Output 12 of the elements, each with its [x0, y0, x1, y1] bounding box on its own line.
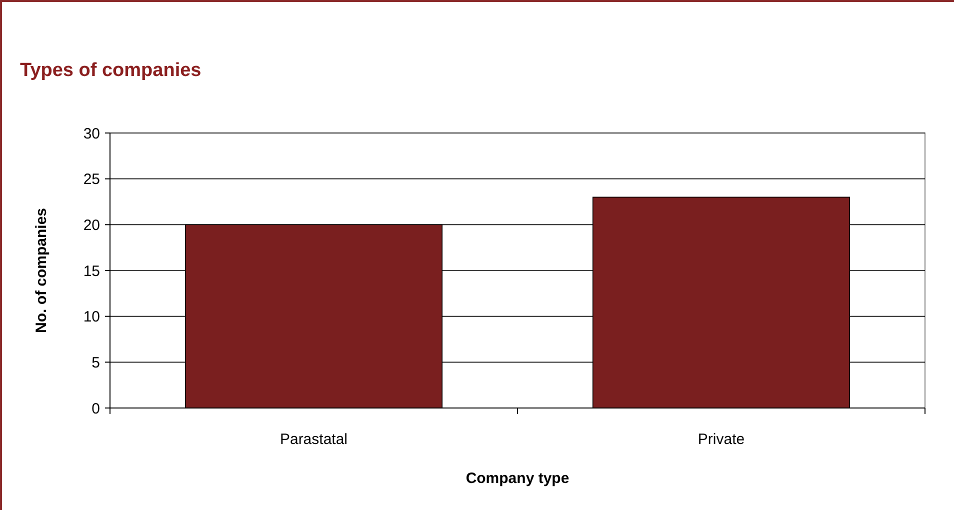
y-tick-label: 30 — [83, 125, 100, 142]
y-tick-label: 15 — [83, 262, 100, 280]
y-tick-label: 25 — [83, 171, 100, 188]
y-tick-label: 0 — [92, 400, 100, 418]
y-tick-label: 10 — [83, 308, 100, 326]
chart-title: Types of companies — [20, 60, 202, 81]
x-tick-label: Private — [698, 431, 745, 448]
x-axis-title: Company type — [466, 470, 570, 487]
y-axis-title: No. of companies — [33, 208, 50, 334]
x-tick-label: Parastatal — [280, 431, 348, 448]
y-tick-label: 20 — [83, 216, 100, 234]
y-tick-label: 5 — [92, 354, 100, 372]
